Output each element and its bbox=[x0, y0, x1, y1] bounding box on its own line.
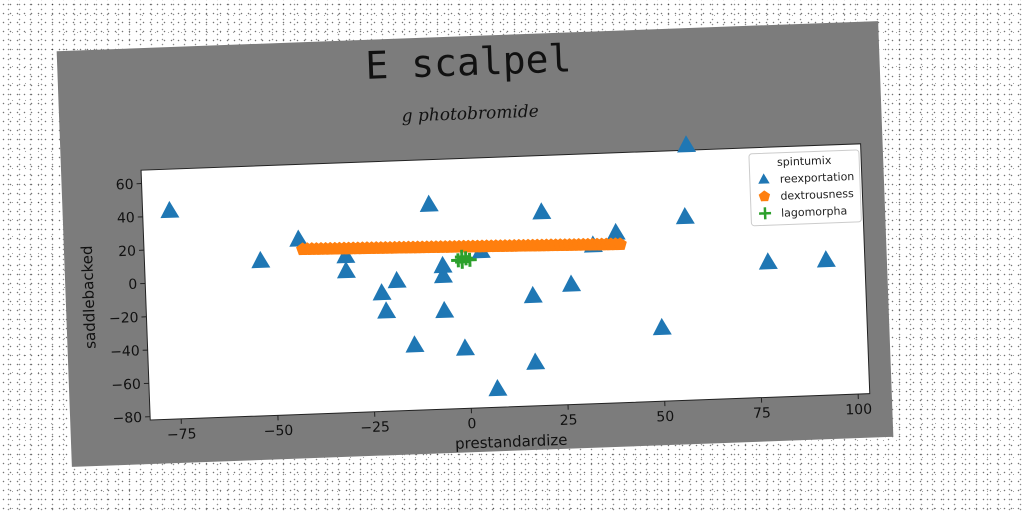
y-tick-label: −60 bbox=[111, 377, 141, 394]
legend-box bbox=[748, 149, 862, 227]
y-tick-label: 60 bbox=[115, 177, 133, 194]
legend-label-dextrousness: dextrousness bbox=[780, 187, 854, 203]
reexportation-point bbox=[160, 200, 180, 219]
reexportation-point bbox=[336, 261, 356, 279]
dextrousness-point bbox=[613, 237, 627, 251]
x-tick-label: 75 bbox=[753, 405, 771, 422]
reexportation-point bbox=[456, 338, 475, 356]
reexportation-point bbox=[377, 301, 397, 319]
lagomorpha-point bbox=[451, 253, 466, 268]
reexportation-point bbox=[816, 250, 836, 268]
reexportation-point bbox=[677, 135, 697, 153]
y-tick-label: 0 bbox=[128, 277, 138, 293]
scatter-plot: −75 −50 −25 0 25 50 75 100 −80 −60 −40 −20 0 20 40 60 pr… bbox=[78, 135, 872, 453]
y-tick-label: 40 bbox=[117, 210, 135, 227]
x-tick-label: 25 bbox=[559, 412, 577, 429]
y-tick-label: −80 bbox=[112, 410, 142, 427]
chart-figure: E scalpel g photobromide −75 −50 −25 0 25 50 7… bbox=[56, 21, 894, 467]
reexportation-point bbox=[336, 246, 356, 264]
reexportation-point bbox=[387, 270, 407, 289]
reexportation-point bbox=[526, 352, 546, 370]
reexportation-point bbox=[251, 250, 271, 269]
legend-label-lagomorpha: lagomorpha bbox=[781, 204, 848, 219]
x-tick-label: 50 bbox=[656, 409, 674, 426]
legend-marker-lagomorpha bbox=[759, 207, 772, 220]
reexportation-point bbox=[289, 229, 309, 247]
reexportation-point bbox=[523, 285, 543, 304]
reexportation-point bbox=[419, 194, 439, 213]
x-tick-label: 100 bbox=[845, 402, 872, 419]
reexportation-point bbox=[488, 378, 508, 397]
x-axis-label: prestandardize bbox=[455, 431, 568, 453]
y-axis-label: saddlebacked bbox=[78, 245, 100, 349]
lagomorpha-point bbox=[458, 251, 473, 266]
reexportation-point bbox=[435, 300, 455, 319]
reexportation-point bbox=[606, 222, 626, 241]
reexportation-point bbox=[405, 335, 425, 353]
reexportation-point bbox=[532, 202, 552, 220]
x-tick-label: −75 bbox=[167, 426, 197, 443]
legend-marker-reexportation bbox=[758, 173, 770, 184]
reexportation-point bbox=[433, 255, 453, 274]
legend-label-reexportation: reexportation bbox=[780, 170, 855, 186]
x-tick-label: −50 bbox=[263, 423, 293, 440]
reexportation-point bbox=[758, 252, 778, 270]
x-tick-label: −25 bbox=[360, 419, 390, 436]
reexportation-point bbox=[562, 274, 582, 292]
x-tick-label: 0 bbox=[467, 416, 477, 432]
reexportation-point bbox=[372, 283, 392, 301]
reexportation-point bbox=[675, 206, 695, 225]
y-tick-label: 20 bbox=[118, 243, 136, 260]
y-tick-label: −20 bbox=[109, 310, 139, 327]
reexportation-point bbox=[433, 265, 453, 284]
reexportation-point bbox=[652, 317, 672, 336]
legend-marker-dextrousness bbox=[758, 190, 771, 202]
y-tick-label: −40 bbox=[110, 343, 140, 360]
legend-title: spintumix bbox=[777, 154, 832, 169]
